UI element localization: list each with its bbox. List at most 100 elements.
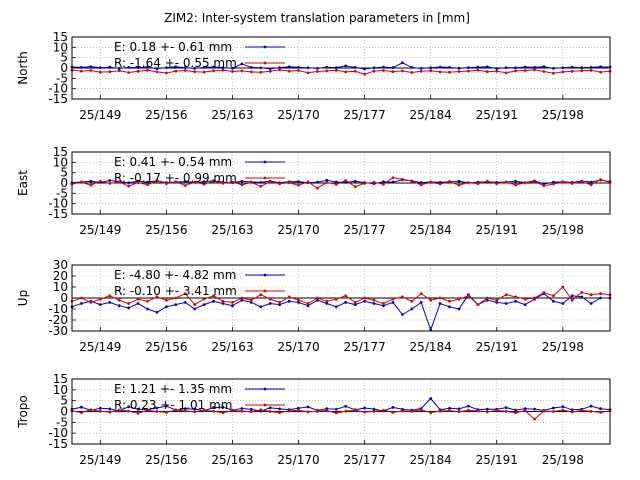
data-point-r [287, 409, 291, 413]
data-point-e [259, 305, 263, 309]
data-point-r [467, 294, 470, 298]
data-point-e [183, 301, 187, 304]
data-point-r [249, 70, 253, 74]
x-tick-label: 25/177 [343, 340, 385, 354]
data-point-r [117, 408, 121, 412]
data-point-r [174, 408, 178, 412]
data-point-r [221, 411, 225, 415]
data-point-e [98, 66, 102, 69]
data-point-e [533, 407, 536, 411]
data-point-r [363, 296, 366, 300]
data-point-e [429, 397, 433, 400]
data-point-e [108, 407, 112, 411]
data-point-r [448, 70, 451, 74]
legend-label: E: -4.80 +- 4.82 mm [114, 268, 236, 282]
data-point-e [589, 302, 593, 305]
data-point-r [533, 296, 536, 300]
data-point-e [89, 65, 93, 69]
data-point-r [278, 301, 281, 304]
data-point-e [438, 302, 442, 305]
data-point-r [363, 72, 366, 76]
data-point-r [353, 301, 357, 304]
data-point-r [448, 180, 451, 184]
data-point-r [108, 182, 112, 185]
data-point-r [249, 181, 253, 184]
data-point-e [268, 302, 272, 305]
data-point-r [165, 182, 168, 186]
x-tick-label: 25/191 [476, 453, 518, 467]
data-point-r [589, 68, 593, 72]
data-point-r [495, 298, 499, 302]
data-point-r [495, 182, 499, 186]
data-point-r [80, 296, 83, 300]
data-point-r [98, 70, 102, 74]
data-point-e [278, 407, 281, 411]
series-line-r [71, 177, 611, 189]
data-point-e [306, 405, 310, 409]
x-tick-label: 25/184 [410, 453, 452, 467]
data-point-r [561, 70, 565, 74]
y-tick-label: -15 [48, 92, 68, 106]
data-point-r [268, 410, 272, 413]
data-point-r [523, 409, 527, 412]
data-point-r [146, 183, 149, 187]
x-tick-label: 25/170 [277, 453, 319, 467]
data-point-r [467, 69, 470, 73]
series-line-e [71, 62, 611, 70]
legend-marker [263, 403, 267, 407]
data-point-r [212, 294, 216, 298]
data-point-e [174, 303, 178, 306]
data-point-r [495, 409, 499, 412]
data-point-r [344, 70, 348, 74]
data-point-r [438, 296, 442, 300]
y-tick-label: 10 [53, 383, 68, 397]
data-point-e [146, 180, 149, 184]
data-point-r [353, 185, 357, 189]
data-point-r [457, 183, 461, 187]
y-tick-label: 0 [60, 405, 68, 419]
data-point-e [165, 66, 168, 69]
data-point-r [580, 69, 584, 73]
data-point-e [117, 67, 121, 70]
data-point-r [325, 409, 329, 412]
data-point-r [485, 410, 489, 414]
data-point-e [108, 65, 112, 69]
y-tick-label: -5 [56, 186, 68, 200]
x-tick-label: 25/191 [476, 108, 518, 122]
data-point-r [334, 183, 338, 186]
data-point-r [485, 296, 489, 300]
data-point-r [552, 71, 555, 75]
y-tick-label: -30 [48, 324, 68, 338]
data-point-r [287, 181, 291, 185]
x-tick-label: 25/156 [145, 223, 187, 237]
data-point-r [146, 409, 149, 412]
data-point-r [391, 297, 395, 301]
data-point-e [353, 66, 357, 69]
data-point-e [221, 302, 225, 305]
data-point-r [165, 411, 168, 414]
data-point-r [117, 69, 121, 73]
data-point-r [570, 182, 574, 185]
data-point-r [306, 410, 310, 414]
data-point-r [372, 69, 376, 73]
data-point-r [589, 183, 593, 187]
y-tick-label: -15 [48, 207, 68, 221]
x-tick-label: 25/170 [277, 223, 319, 237]
data-point-r [89, 408, 93, 412]
x-tick-label: 25/156 [145, 453, 187, 467]
x-tick-label: 25/184 [410, 340, 452, 354]
data-point-r [268, 297, 272, 301]
data-point-e [504, 66, 508, 69]
panel-tropo: 25/149 25/156 25/163 25/170 25/177 25/184 25/1… [16, 372, 612, 467]
data-point-r [344, 294, 348, 298]
chart-title: ZIM2: Inter-system translation parameter… [164, 11, 470, 25]
data-point-e [589, 180, 593, 184]
data-point-e [325, 65, 329, 69]
data-point-r [212, 69, 216, 73]
data-point-e [504, 406, 508, 409]
data-point-e [363, 299, 366, 303]
data-point-e [80, 405, 83, 409]
data-point-e [240, 407, 244, 410]
x-tick-label: 25/149 [79, 453, 121, 467]
data-point-r [297, 183, 300, 187]
